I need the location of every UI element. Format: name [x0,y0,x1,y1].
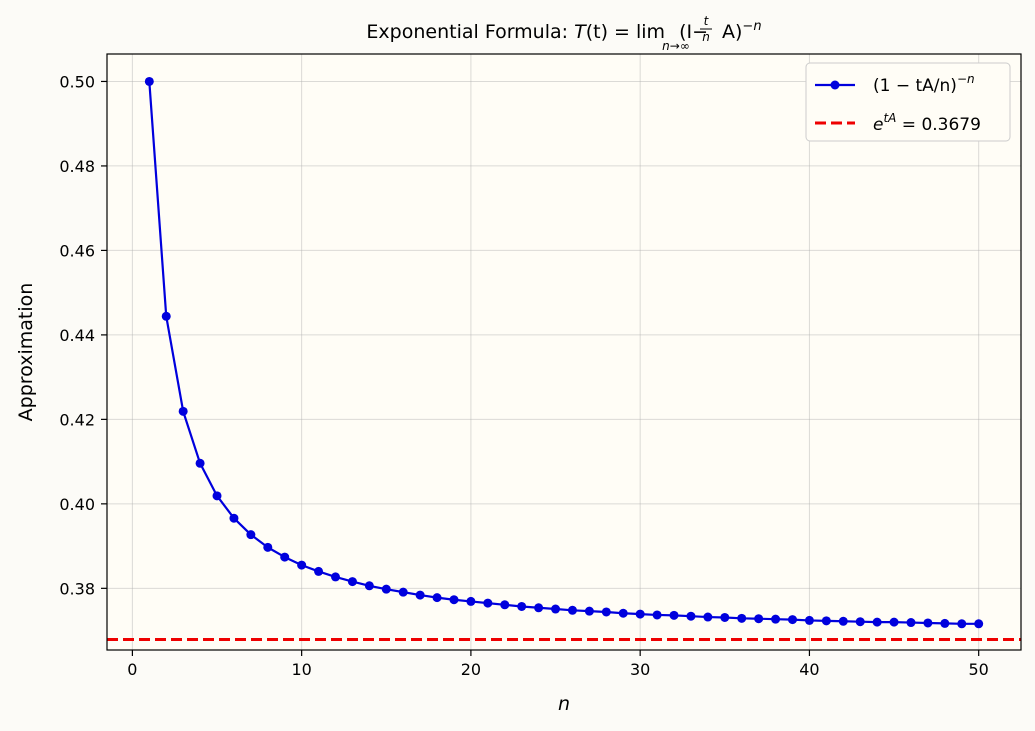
title-prefix: Exponential Formula: [366,21,574,43]
title-equals: = [608,21,636,43]
plot-frame [106,53,1022,651]
data-point [906,618,916,628]
data-point [483,598,493,608]
data-point [788,615,797,625]
x-tick-label: 50 [969,660,989,679]
title-superscript: −n [742,19,761,34]
data-point [263,542,273,552]
chart-title: Exponential Formula: T(t) = lim (I− A)−n [366,19,761,43]
data-point [584,606,594,616]
data-point [669,610,679,620]
data-point [144,76,154,86]
data-point [195,458,205,468]
data-point [280,552,290,562]
legend-marker-swatch [830,80,840,90]
title-t-arg: (t) [586,21,608,43]
data-point [246,530,256,540]
data-point [500,600,510,610]
legend: (1 − tA/n)−n etA = 0.3679 [805,62,1011,142]
y-tick-label: 0.40 [59,495,95,514]
x-tick-label: 40 [799,660,819,679]
data-point [229,513,239,523]
data-point [720,612,730,622]
data-point [161,311,171,321]
data-point [821,616,831,626]
legend-box [805,62,1011,142]
data-point [872,617,882,627]
data-point [703,612,713,622]
plot-area [107,54,1021,650]
legend-label-series: (1 − tA/n)−n [873,72,975,96]
data-point [567,605,577,615]
data-point [347,577,357,587]
axis-ticks: 0 10 20 30 40 50 0.38 0.40 0.42 0.44 0.46 0.48 0.50 [59,72,988,679]
data-point [466,596,476,606]
data-point [415,590,425,600]
title-lim-subscript: n→∞ [662,39,690,53]
data-point [398,587,408,597]
data-point [686,611,696,621]
data-point [551,604,561,614]
data-point [297,560,307,570]
data-point [381,584,391,594]
title-fraction-numerator: t [704,14,710,28]
data-point [534,603,544,613]
x-tick-label: 20 [461,660,481,679]
data-point [635,609,645,619]
y-tick-label: 0.38 [59,579,95,598]
title-fraction-denominator: n [702,30,710,44]
data-point [449,595,459,605]
legend-label-series-base: (1 − tA/n) [873,76,957,96]
data-point [314,566,324,576]
data-point [771,614,781,624]
title-t-symbol: T [574,21,587,43]
data-point [804,615,814,625]
y-axis-label: Approximation [15,283,37,422]
x-tick-label: 0 [127,660,137,679]
y-tick-label: 0.42 [59,410,95,429]
data-point [940,618,950,628]
legend-label-reference-tail: = 0.3679 [896,115,981,135]
legend-label-reference-sup: tA [883,111,896,125]
data-point [974,619,984,629]
data-point [364,581,374,591]
y-tick-label: 0.50 [59,72,95,91]
data-point [618,608,628,618]
data-point [212,491,222,501]
data-point [432,593,442,603]
data-point [754,614,764,624]
data-point [838,616,848,626]
legend-label-reference-base: e [873,115,883,135]
title-open: (I− [679,21,708,43]
x-tick-label: 30 [630,660,650,679]
data-point [855,617,865,627]
data-point [957,619,967,629]
y-tick-label: 0.46 [59,241,95,260]
legend-label-reference: etA = 0.3679 [873,111,981,135]
data-point [178,406,188,416]
data-point [737,613,747,623]
data-point [601,607,611,617]
title-lim: lim [636,21,665,43]
y-tick-label: 0.44 [59,326,95,345]
data-point [517,601,527,611]
x-tick-label: 10 [291,660,311,679]
grid-lines [107,54,1021,650]
title-close: A) [722,21,742,43]
data-point [331,572,340,582]
x-axis-label: n [558,693,570,715]
data-point [923,618,933,628]
y-tick-label: 0.48 [59,157,95,176]
series-layer [144,76,984,629]
data-point [652,610,662,620]
legend-label-series-sup: −n [957,72,975,86]
data-point [889,617,899,627]
